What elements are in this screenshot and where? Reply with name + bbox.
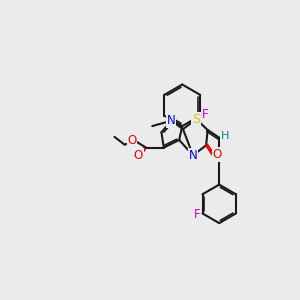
Text: N: N xyxy=(189,149,197,162)
Text: F: F xyxy=(202,108,209,122)
Text: S: S xyxy=(192,113,200,126)
Text: F: F xyxy=(194,208,200,221)
Text: O: O xyxy=(212,148,221,161)
Text: N: N xyxy=(167,114,176,127)
Text: O: O xyxy=(128,134,137,147)
Text: H: H xyxy=(220,131,229,141)
Text: O: O xyxy=(134,149,143,162)
